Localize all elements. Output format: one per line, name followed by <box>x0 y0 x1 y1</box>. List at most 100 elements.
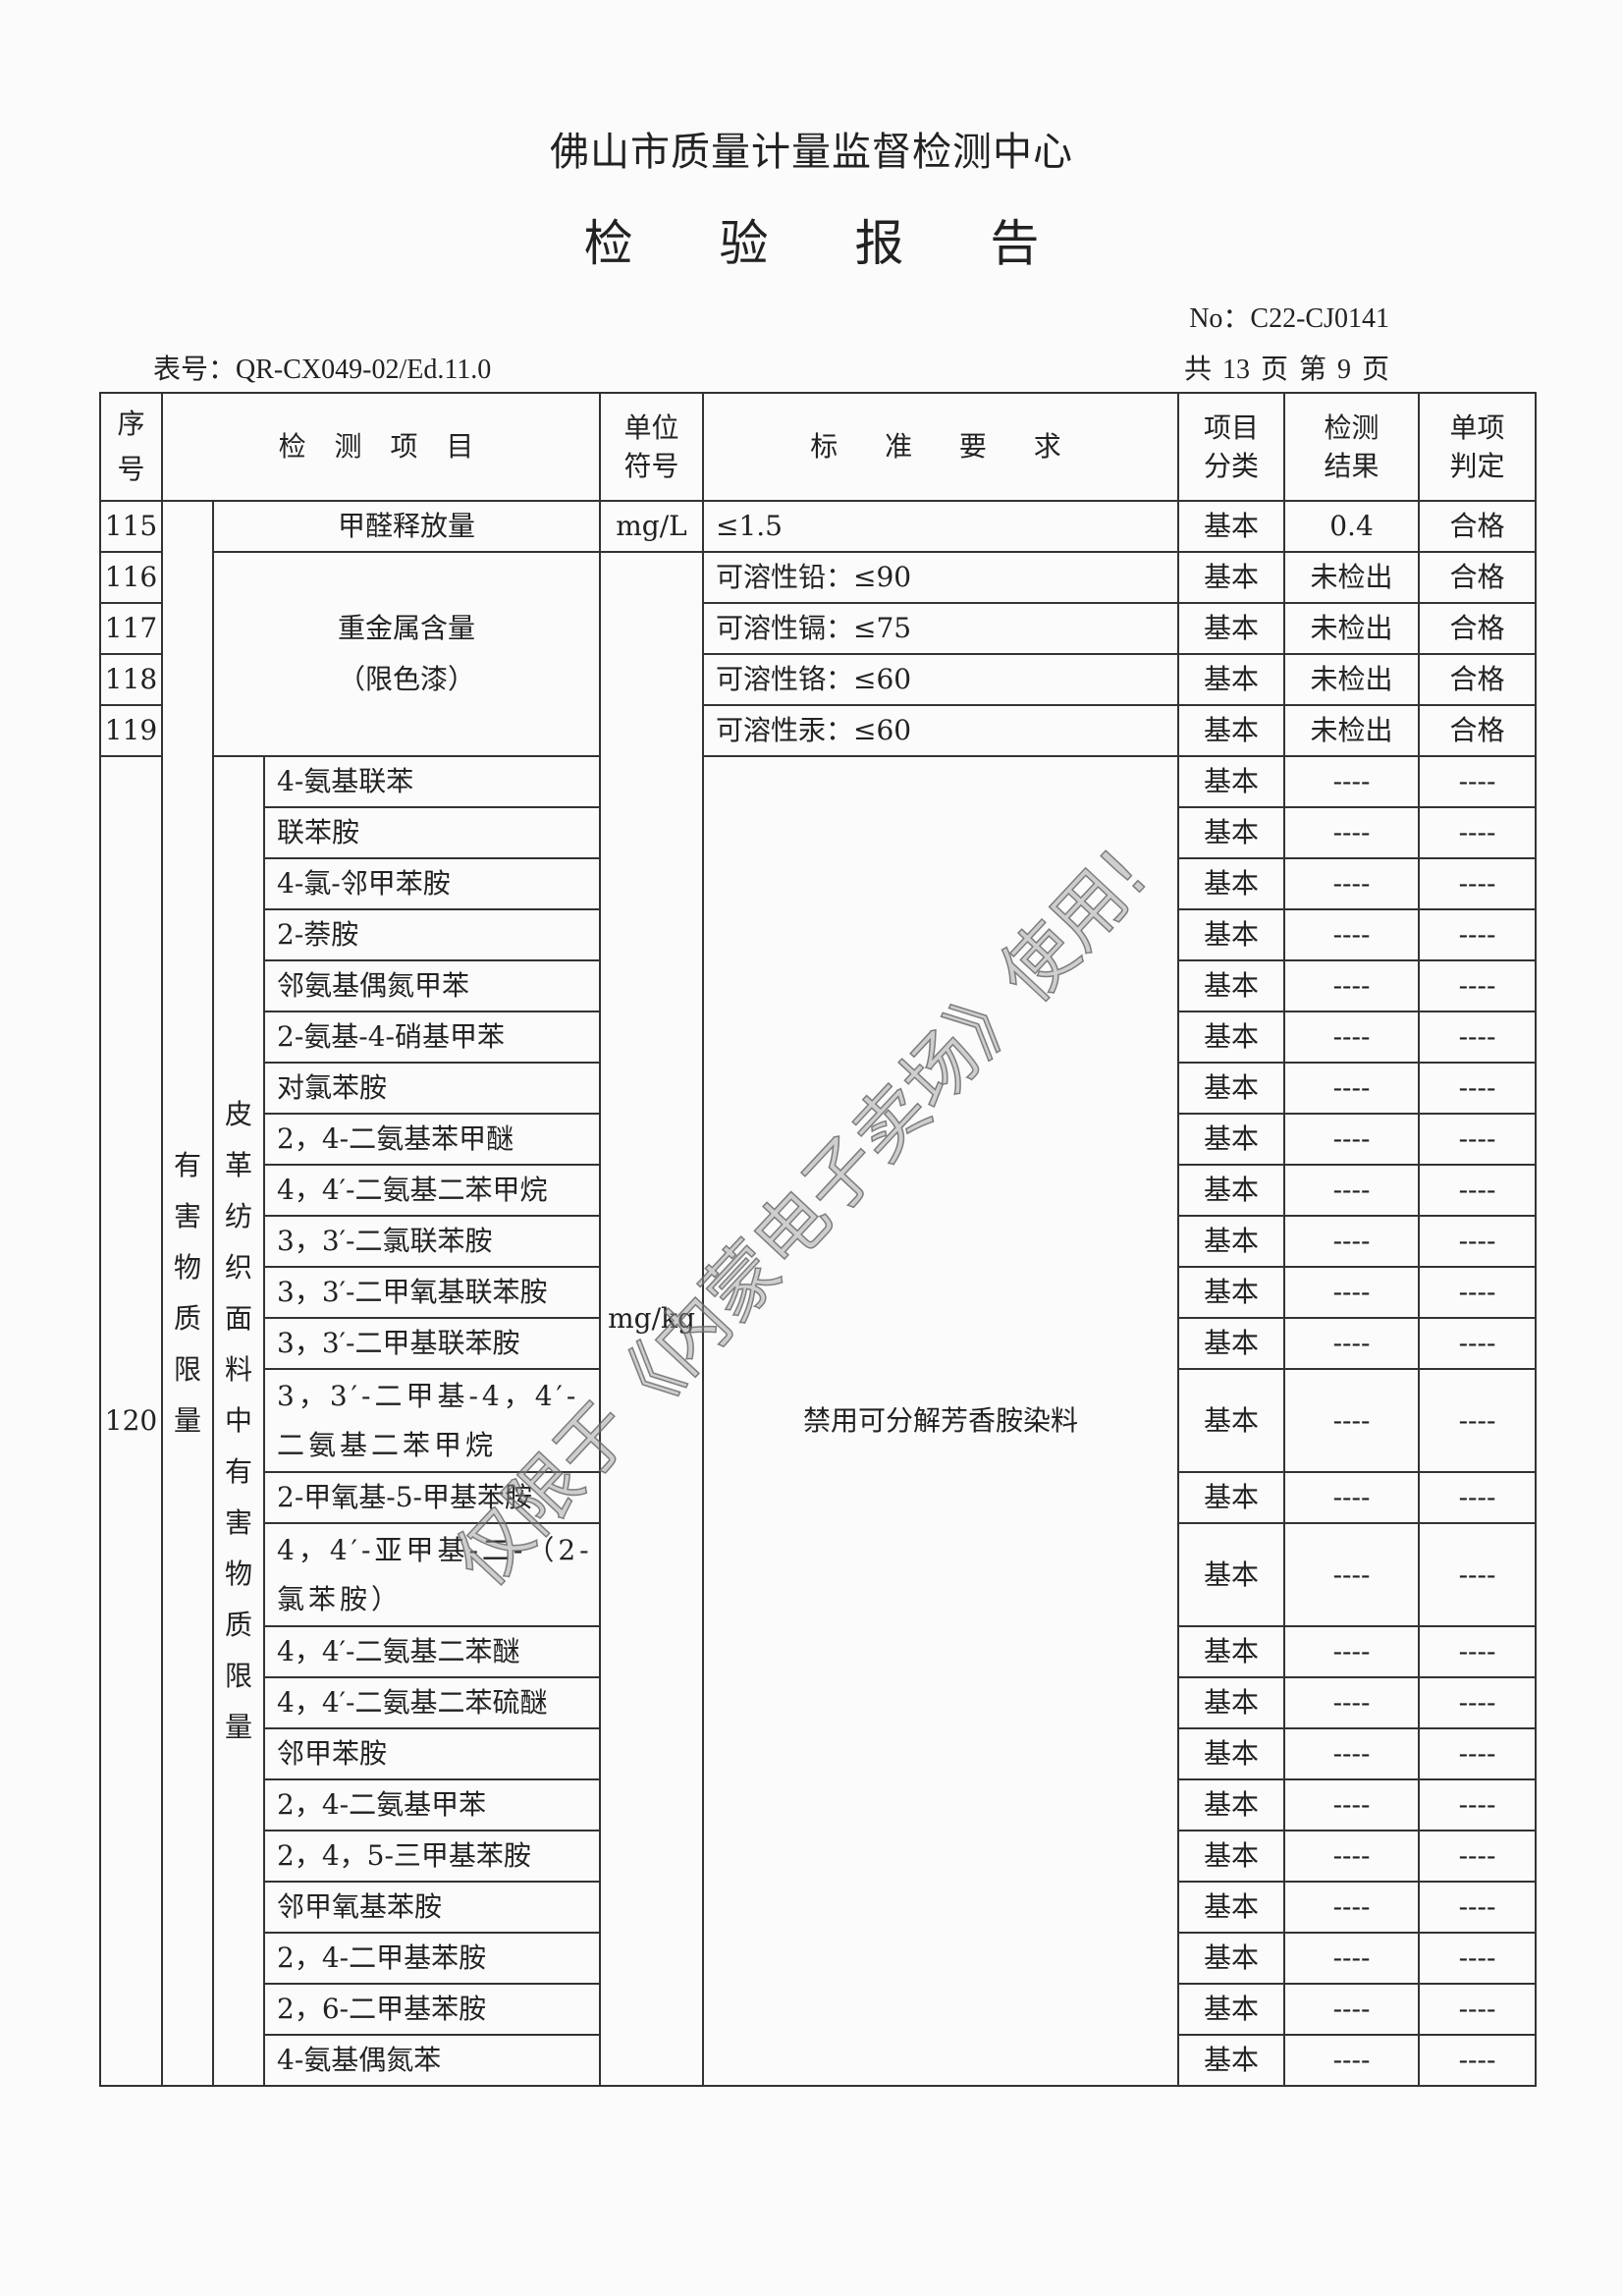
substance-name-cell: 对氯苯胺 <box>263 1062 601 1115</box>
result-cell: ---- <box>1283 1011 1420 1064</box>
classification-cell: 基本 <box>1177 1676 1285 1729</box>
unit-cell: mg/kg <box>599 551 704 2087</box>
table-row: 2，4-二氨基甲苯 基本 ---- ---- <box>100 1778 1537 1831</box>
classification-cell: 基本 <box>1177 1625 1285 1678</box>
seq-cell: 116 <box>99 551 163 604</box>
substance-name-cell: 4，4′-二氨基二苯醚 <box>263 1625 601 1678</box>
table-row: 2，4-二甲基苯胺 基本 ---- ---- <box>100 1932 1537 1985</box>
substance-name-cell: 邻甲苯胺 <box>263 1727 601 1780</box>
classification-cell: 基本 <box>1177 1317 1285 1370</box>
table-row: 2-甲氧基-5-甲基苯胺 基本 ---- ---- <box>100 1471 1537 1524</box>
result-cell: ---- <box>1283 857 1420 910</box>
classification-cell: 基本 <box>1177 1113 1285 1166</box>
substance-name-cell: 4-氨基联苯 <box>263 755 601 808</box>
page-indicator: 共 13 页 第 9 页 <box>1183 355 1389 385</box>
table-row: 联苯胺 基本 ---- ---- <box>100 806 1537 859</box>
subcategory-cell: 皮革纺织面料中有害物质限量 <box>212 755 265 2087</box>
substance-name-cell: 邻甲氧基苯胺 <box>263 1881 601 1934</box>
form-number: 表号：QR-CX049-02/Ed.11.0 <box>153 355 492 385</box>
table-row: 119 可溶性汞：≤60 基本 未检出 合格 <box>99 704 1537 757</box>
substance-name-cell: 2-氨基-4-硝基甲苯 <box>263 1011 601 1064</box>
standard-cell: 可溶性镉：≤75 <box>702 602 1179 655</box>
table-row: 2-萘胺 基本 ---- ---- <box>100 908 1537 961</box>
verdict-cell: 合格 <box>1418 551 1537 604</box>
result-cell: ---- <box>1283 1778 1420 1831</box>
standard-cell: 禁用可分解芳香胺染料 <box>702 755 1179 2087</box>
table-row: 4，4′-亚甲基-二-（2-氯苯胺） 基本 ---- ---- <box>100 1522 1537 1627</box>
heavy-metal-item-cell: 重金属含量 （限色漆） <box>212 551 601 757</box>
classification-cell: 基本 <box>1177 500 1285 553</box>
result-cell: ---- <box>1283 1368 1420 1473</box>
substance-name-cell: 3，3′-二氯联苯胺 <box>263 1215 601 1268</box>
header-unit: 单位符号 <box>599 392 704 502</box>
verdict-cell: ---- <box>1418 806 1537 859</box>
verdict-cell: ---- <box>1418 1932 1537 1985</box>
substance-name-cell: 2，4-二氨基苯甲醚 <box>263 1113 601 1166</box>
table-row: 邻甲苯胺 基本 ---- ---- <box>100 1727 1537 1780</box>
result-cell: ---- <box>1283 1625 1420 1678</box>
seq-cell: 119 <box>99 704 163 757</box>
result-cell: ---- <box>1283 2034 1420 2087</box>
category-label: 有害物质限量 <box>173 1149 201 1437</box>
classification-cell: 基本 <box>1177 1830 1285 1883</box>
result-cell: ---- <box>1283 959 1420 1012</box>
result-cell: ---- <box>1283 1113 1420 1166</box>
table-row: 3，3′-二氯联苯胺 基本 ---- ---- <box>100 1215 1537 1268</box>
verdict-cell: ---- <box>1418 1625 1537 1678</box>
result-cell: 未检出 <box>1283 653 1420 706</box>
verdict-cell: ---- <box>1418 908 1537 961</box>
classification-cell: 基本 <box>1177 806 1285 859</box>
classification-cell: 基本 <box>1177 1011 1285 1064</box>
classification-cell: 基本 <box>1177 653 1285 706</box>
item-cell: 甲醛释放量 <box>212 500 601 553</box>
verdict-cell: ---- <box>1418 857 1537 910</box>
classification-cell: 基本 <box>1177 1881 1285 1934</box>
verdict-cell: ---- <box>1418 1778 1537 1831</box>
substance-name-cell: 4-氨基偶氮苯 <box>263 2034 601 2087</box>
header-item: 检 测 项 目 <box>161 392 601 502</box>
classification-cell: 基本 <box>1177 1266 1285 1319</box>
substance-name-cell: 3，3′-二甲氧基联苯胺 <box>263 1266 601 1319</box>
table-row: 邻氨基偶氮甲苯 基本 ---- ---- <box>100 959 1537 1012</box>
result-cell: ---- <box>1283 1471 1420 1524</box>
header-seq: 序号 <box>99 392 163 502</box>
standard-cell: ≤1.5 <box>702 500 1179 553</box>
substance-name-cell: 4-氯-邻甲苯胺 <box>263 857 601 910</box>
table-row: 3，3′-二甲基-4，4′-二氨基二苯甲烷 基本 ---- ---- <box>100 1368 1537 1473</box>
verdict-cell: ---- <box>1418 1727 1537 1780</box>
table-row: 3，3′-二甲基联苯胺 基本 ---- ---- <box>100 1317 1537 1370</box>
substance-name-cell: 2-甲氧基-5-甲基苯胺 <box>263 1471 601 1524</box>
verdict-cell: ---- <box>1418 959 1537 1012</box>
verdict-cell: ---- <box>1418 1368 1537 1473</box>
substance-name-cell: 4，4′-二氨基二苯甲烷 <box>263 1164 601 1217</box>
result-cell: ---- <box>1283 908 1420 961</box>
result-cell: ---- <box>1283 1164 1420 1217</box>
verdict-cell: ---- <box>1418 1983 1537 2036</box>
result-cell: 0.4 <box>1283 500 1420 553</box>
verdict-cell: 合格 <box>1418 602 1537 655</box>
table-row: 118 可溶性铬：≤60 基本 未检出 合格 <box>99 653 1537 706</box>
report-number: No：C22-CJ0141 <box>1189 303 1389 334</box>
verdict-cell: ---- <box>1418 1011 1537 1064</box>
substance-name-cell: 2，4-二氨基甲苯 <box>263 1778 601 1831</box>
result-cell: ---- <box>1283 1062 1420 1115</box>
classification-cell: 基本 <box>1177 1778 1285 1831</box>
verdict-cell: ---- <box>1418 1215 1537 1268</box>
classification-cell: 基本 <box>1177 551 1285 604</box>
header-result: 检测结果 <box>1283 392 1420 502</box>
result-cell: ---- <box>1283 1317 1420 1370</box>
verdict-cell: 合格 <box>1418 653 1537 706</box>
classification-cell: 基本 <box>1177 857 1285 910</box>
verdict-cell: ---- <box>1418 1881 1537 1934</box>
table-row: 3，3′-二甲氧基联苯胺 基本 ---- ---- <box>100 1266 1537 1319</box>
header-classification: 项目分类 <box>1177 392 1285 502</box>
substance-name-cell: 2，4，5-三甲基苯胺 <box>263 1830 601 1883</box>
substance-name-cell: 2，6-二甲基苯胺 <box>263 1983 601 2036</box>
verdict-cell: ---- <box>1418 2034 1537 2087</box>
verdict-cell: ---- <box>1418 755 1537 808</box>
verdict-cell: 合格 <box>1418 704 1537 757</box>
table-row: 2-氨基-4-硝基甲苯 基本 ---- ---- <box>100 1011 1537 1064</box>
table-row: 2，4-二氨基苯甲醚 基本 ---- ---- <box>100 1113 1537 1166</box>
classification-cell: 基本 <box>1177 1471 1285 1524</box>
classification-cell: 基本 <box>1177 704 1285 757</box>
